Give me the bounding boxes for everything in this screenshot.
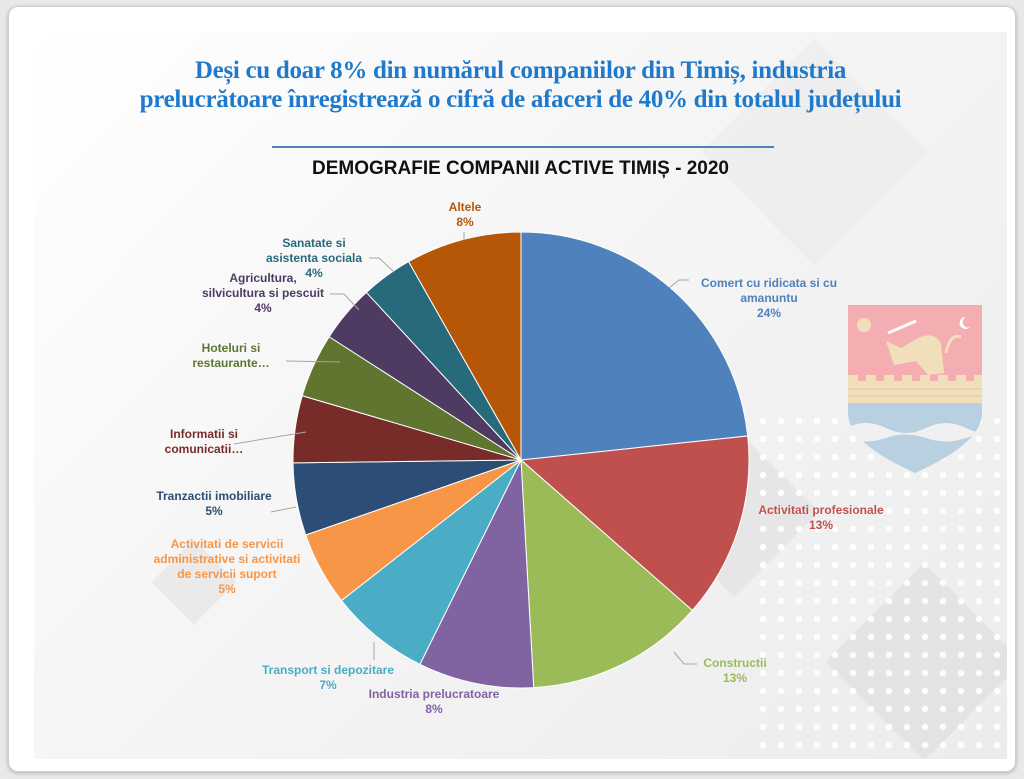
leader-line [369,257,395,273]
data-label-percent: 7% [319,678,337,692]
data-label-percent: 8% [456,215,474,229]
data-label-percent: 5% [218,582,236,596]
leader-line [270,506,297,513]
data-label: Activitati de servicii administrative si… [154,537,301,597]
pie-slice-altele [407,231,522,462]
leader-line [673,651,697,665]
pie-slice-transport-si-depozitare [340,459,522,666]
data-label: Comert cu ridicata si cu amanuntu 24% [701,276,837,321]
leader-line [285,360,341,363]
data-label: Transport si depozitare 7% [262,663,394,693]
data-label-category: Altele [448,200,482,214]
headline-line-2: prelucrătoare înregistrează o cifră de a… [139,86,902,113]
headline: Deși cu doar 8% din numărul companiilor … [34,56,1007,114]
pie-slice-comert-cu-ridicata-si-cu-amanuntu [520,231,749,461]
leader-line [668,279,689,289]
data-label-category: Agricultura, silvicultura si pescuit [201,271,325,300]
data-label: Informatii si comunicatii… [165,427,244,457]
data-label: Sanatate si asistenta sociala 4% [266,236,362,281]
chart-title: DEMOGRAFIE COMPANII ACTIVE TIMIȘ - 2020 [312,158,729,179]
slide: Deși cu doar 8% din numărul companiilor … [34,32,1007,759]
data-label-category: Activitati de servicii administrative si… [153,537,301,581]
data-label-category: Industria prelucratoare [368,687,500,701]
leader-line [330,293,360,311]
headline-line-1: Deși cu doar 8% din numărul companiilor … [194,57,847,84]
data-label-percent: 13% [722,671,748,685]
data-label: Constructii 13% [703,656,766,686]
data-label: Agricultura, silvicultura si pescuit 4% [202,271,324,316]
data-label-category: Sanatate si asistenta sociala [265,236,363,265]
data-label-category: Comert cu ridicata si cu amanuntu [700,276,838,305]
pie-slice-activitati-profesionale [519,435,750,612]
slide-frame: Deși cu doar 8% din numărul companiilor … [8,6,1016,772]
data-label: Activitati profesionale 13% [758,503,883,533]
data-label-category: Informatii si comunicatii… [164,427,244,456]
data-label-category: Transport si depozitare [261,663,395,677]
leader-line [233,431,307,445]
data-label: Industria prelucratoare 8% [369,687,500,717]
title-divider [272,146,774,148]
data-label-category: Tranzactii imobiliare [156,489,272,503]
data-label-category: Hoteluri si restaurante… [192,341,270,370]
data-label-percent: 8% [425,702,443,716]
timis-coat-of-arms [848,305,982,473]
data-label-category: Activitati profesionale [758,503,884,517]
data-label: Altele 8% [449,200,482,230]
data-label: Tranzactii imobiliare 5% [156,489,271,519]
data-label-percent: 24% [756,306,782,320]
pie-chart [233,231,750,689]
data-label-percent: 4% [254,301,272,315]
pie-slice-constructii [520,458,694,689]
background-dots [754,412,1007,752]
pie-slice-industria-prelucratoare [419,458,535,689]
data-label-percent: 4% [305,266,323,280]
data-label-percent: 13% [808,518,834,532]
data-label-percent: 5% [205,504,223,518]
data-label-category: Constructii [703,656,767,670]
data-label: Hoteluri si restaurante… [192,341,269,371]
